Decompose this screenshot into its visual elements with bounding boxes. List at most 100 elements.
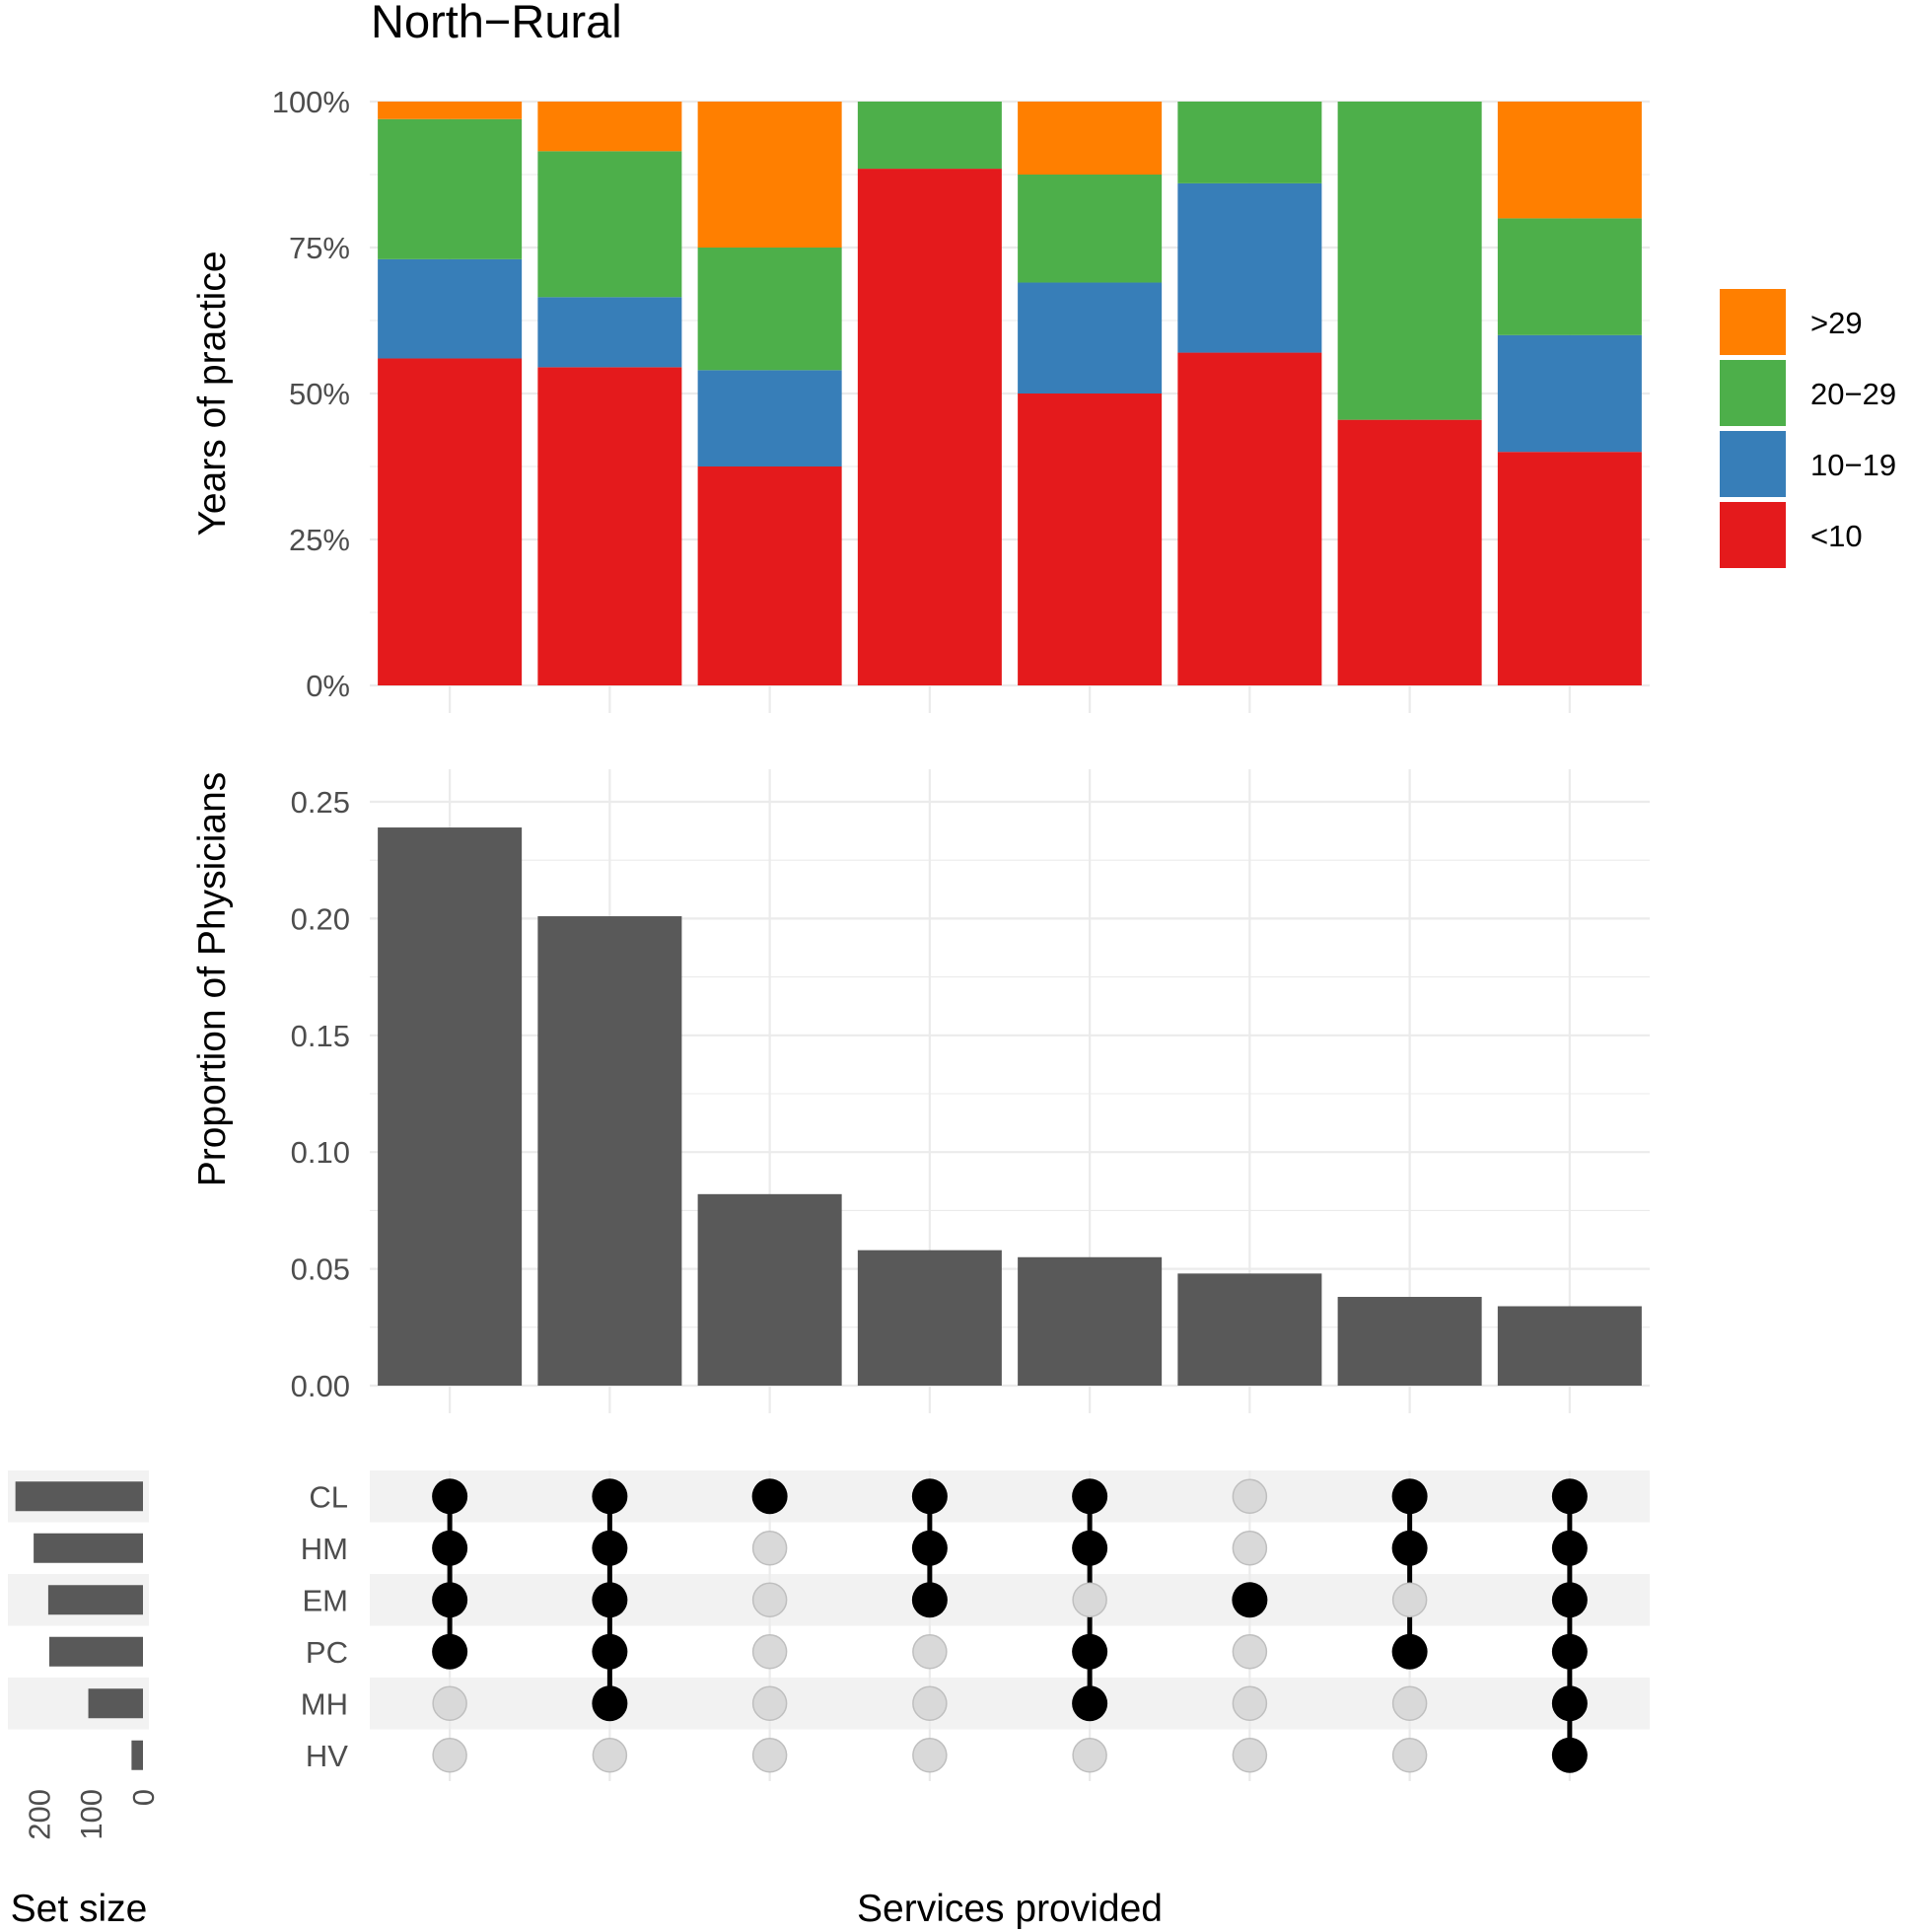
stacked-bar-segment bbox=[537, 297, 682, 368]
proportion-bar bbox=[857, 1250, 1002, 1386]
membership-dot-filled bbox=[592, 1633, 628, 1670]
x-axis-title: Services provided bbox=[857, 1888, 1163, 1930]
set-size-panel: 200 100 0 Set size bbox=[8, 1470, 161, 1930]
membership-dot-filled bbox=[1551, 1685, 1588, 1722]
middle-y-tick-label: 0.20 bbox=[291, 901, 350, 936]
membership-dot-empty bbox=[751, 1685, 788, 1721]
legend-label: 20−29 bbox=[1810, 377, 1896, 411]
matrix-row-bands bbox=[370, 1470, 1650, 1730]
membership-dot-empty bbox=[1391, 1582, 1428, 1617]
top-y-tick-label: 50% bbox=[289, 377, 350, 411]
stacked-bar-segment bbox=[1497, 334, 1642, 453]
stacked-bar-segment bbox=[1018, 102, 1163, 175]
legend-label: 10−19 bbox=[1810, 448, 1896, 482]
membership-dot-filled bbox=[911, 1530, 948, 1566]
membership-dot-filled bbox=[592, 1478, 628, 1515]
proportion-bar bbox=[1337, 1297, 1482, 1386]
middle-y-tick-label: 0.10 bbox=[291, 1135, 350, 1170]
top-y-tick-label: 100% bbox=[272, 85, 350, 119]
stacked-bar-segment bbox=[857, 169, 1002, 685]
membership-dot-filled bbox=[1072, 1530, 1108, 1566]
stacked-bar-segment bbox=[697, 102, 842, 248]
set-label: HM bbox=[301, 1532, 348, 1566]
membership-dot-empty bbox=[1232, 1738, 1268, 1773]
middle-y-axis-title: Proportion of Physicians bbox=[191, 772, 234, 1187]
top-y-tick-label: 75% bbox=[289, 231, 350, 265]
stacked-bar-segment bbox=[537, 102, 682, 152]
matrix-row-band bbox=[370, 1470, 1650, 1523]
membership-dot-empty bbox=[1391, 1738, 1428, 1773]
legend-swatch bbox=[1720, 502, 1786, 568]
membership-dot-filled bbox=[1551, 1633, 1588, 1670]
matrix-row-band bbox=[370, 1678, 1650, 1730]
proportion-bar bbox=[1497, 1306, 1642, 1386]
membership-dot-empty bbox=[1072, 1582, 1107, 1617]
stacked-bar-segment bbox=[537, 367, 682, 685]
stacked-bar-segment bbox=[1177, 182, 1322, 353]
membership-dot-empty bbox=[751, 1582, 788, 1617]
middle-y-tick-label: 0.00 bbox=[291, 1369, 350, 1403]
set-size-tick-label: 100 bbox=[74, 1789, 108, 1840]
set-labels: CL HM EM PC MH HV bbox=[301, 1479, 349, 1773]
proportion-bar bbox=[697, 1193, 842, 1386]
membership-dot-empty bbox=[592, 1738, 628, 1773]
set-size-tick-label: 0 bbox=[126, 1789, 161, 1806]
membership-dot-empty bbox=[751, 1738, 788, 1773]
top-y-tick-label: 0% bbox=[306, 669, 350, 703]
set-size-bar bbox=[15, 1481, 144, 1512]
stacked-bar-segment bbox=[697, 466, 842, 685]
stacked-bar-segment bbox=[378, 358, 523, 685]
membership-dot-empty bbox=[1391, 1685, 1428, 1721]
stacked-bar-segment bbox=[1337, 419, 1482, 685]
membership-dot-empty bbox=[1072, 1738, 1107, 1773]
membership-dot-filled bbox=[1551, 1478, 1588, 1515]
set-size-bar bbox=[131, 1740, 143, 1770]
membership-dot-filled bbox=[1391, 1478, 1428, 1515]
membership-dot-filled bbox=[911, 1582, 948, 1618]
membership-dot-filled bbox=[1391, 1530, 1428, 1566]
middle-y-tick-label: 0.15 bbox=[291, 1019, 350, 1053]
set-size-tick-label: 200 bbox=[22, 1789, 56, 1840]
middle-y-tick-label: 0.25 bbox=[291, 785, 350, 820]
stacked-bar-segment bbox=[1337, 102, 1482, 420]
proportion-panel: 0.00 0.05 0.10 0.15 0.20 0.25 Proportion of P… bbox=[191, 769, 1650, 1413]
stacked-bar-segment bbox=[697, 370, 842, 466]
proportion-bar bbox=[537, 916, 682, 1386]
top-y-tick-label: 25% bbox=[289, 523, 350, 557]
set-size-bar bbox=[47, 1585, 143, 1615]
stacked-bars bbox=[378, 102, 1642, 685]
legend-swatch bbox=[1720, 360, 1786, 426]
set-label: CL bbox=[309, 1479, 348, 1514]
membership-dot-empty bbox=[751, 1531, 788, 1566]
set-label: HV bbox=[306, 1739, 348, 1773]
stacked-bar-segment bbox=[1177, 102, 1322, 183]
stacked-bar-segment bbox=[378, 258, 523, 359]
legend: >29 20−29 10−19 <10 bbox=[1720, 289, 1896, 568]
legend-label: >29 bbox=[1810, 306, 1863, 340]
proportion-bar bbox=[378, 827, 523, 1386]
membership-dot-filled bbox=[1391, 1633, 1428, 1670]
membership-dot-filled bbox=[432, 1633, 468, 1670]
membership-dot-filled bbox=[432, 1478, 468, 1515]
stacked-bar-segment bbox=[1018, 394, 1163, 685]
set-size-bars bbox=[15, 1481, 144, 1770]
stacked-bar-segment bbox=[378, 102, 523, 119]
membership-matrix: CL HM EM PC MH HV bbox=[301, 1470, 1650, 1781]
set-label: PC bbox=[306, 1635, 348, 1670]
membership-dot-filled bbox=[751, 1478, 788, 1515]
membership-dot-empty bbox=[1232, 1531, 1268, 1566]
membership-dot-filled bbox=[1072, 1685, 1108, 1722]
middle-y-tick-labels: 0.00 0.05 0.10 0.15 0.20 0.25 bbox=[291, 785, 350, 1403]
membership-dot-empty bbox=[912, 1634, 948, 1670]
membership-dot-empty bbox=[432, 1685, 467, 1721]
membership-dot-filled bbox=[1551, 1530, 1588, 1566]
set-label: EM bbox=[303, 1583, 349, 1617]
years-of-practice-panel: 0% 25% 50% 75% 100% Years of practice bbox=[191, 85, 1650, 713]
membership-dot-empty bbox=[1232, 1685, 1268, 1721]
set-label: MH bbox=[301, 1686, 348, 1721]
membership-dot-empty bbox=[432, 1738, 467, 1773]
legend-swatch bbox=[1720, 431, 1786, 497]
membership-dot-filled bbox=[592, 1685, 628, 1722]
stacked-bar-segment bbox=[1177, 352, 1322, 685]
